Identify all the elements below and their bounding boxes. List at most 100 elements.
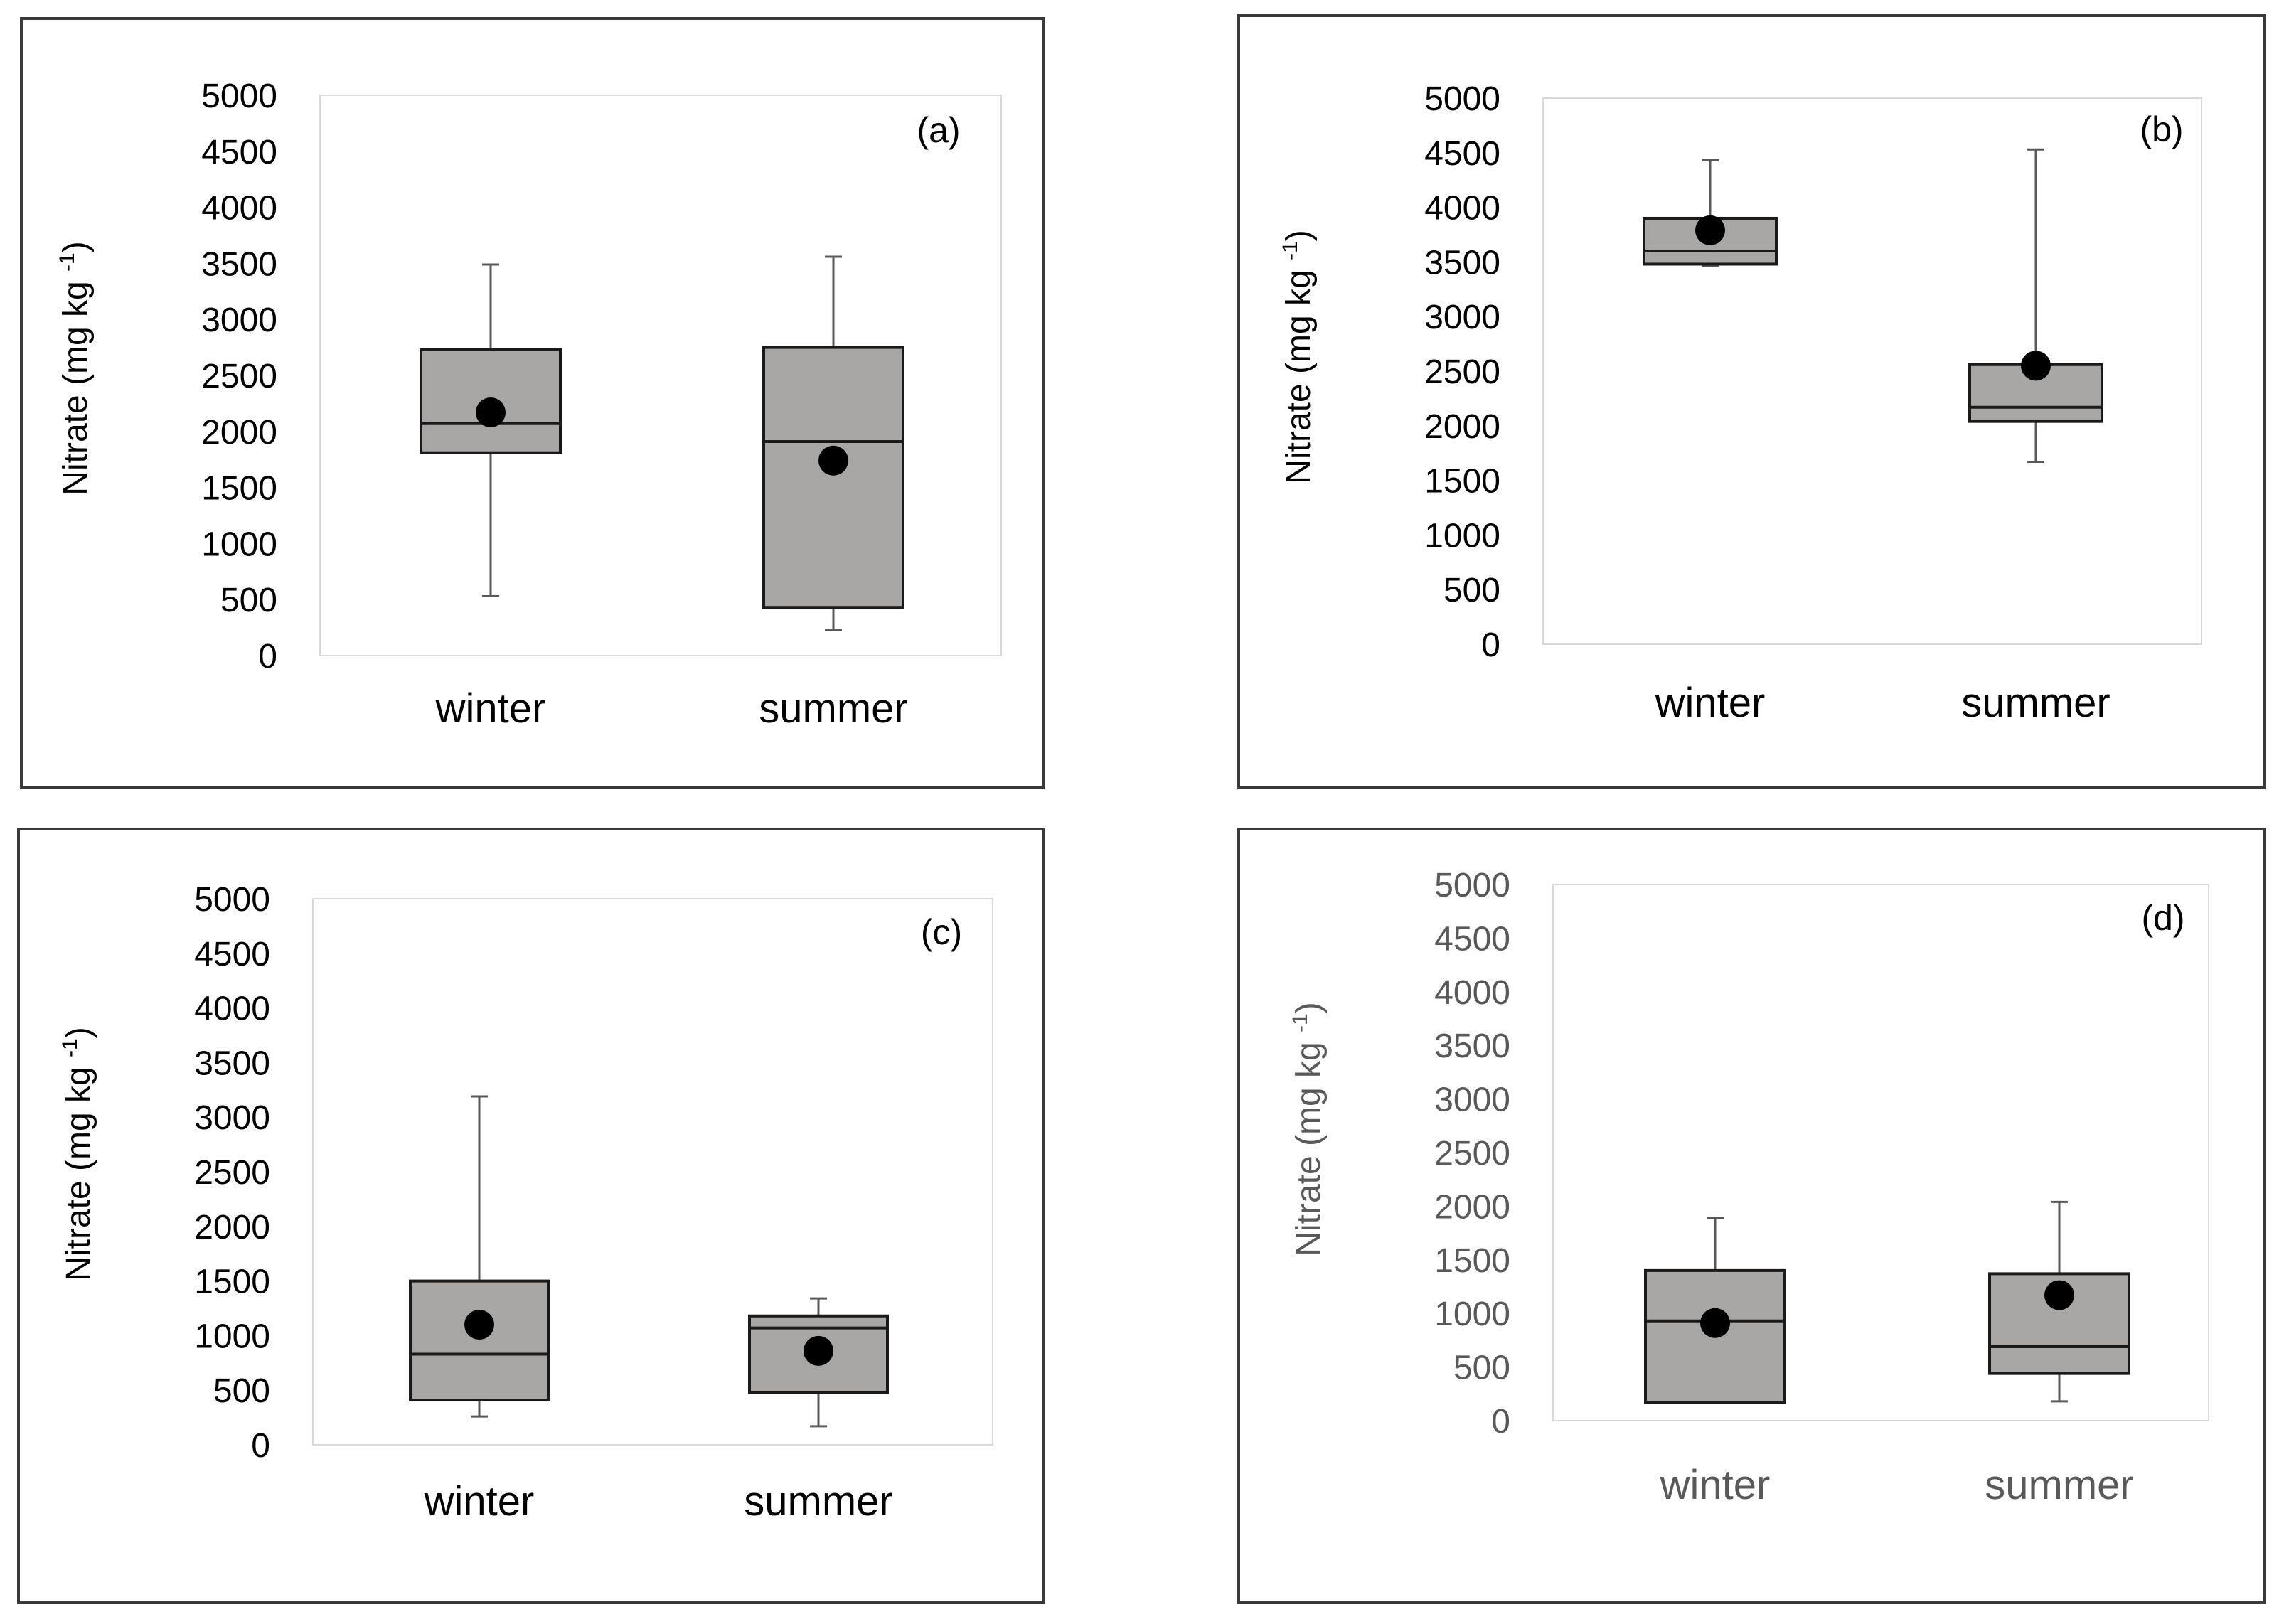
chart-svg: 0 500 1000 1500 2000 2500 3000 3500 4000 4500 5000… <box>55 78 1002 732</box>
x-category-label: summer <box>1961 680 2110 726</box>
y-tick-label: 3500 <box>1424 244 1500 282</box>
y-tick-label: 1000 <box>201 525 277 563</box>
y-axis-label-close: ) <box>1290 1002 1328 1013</box>
mean-marker <box>1700 1308 1730 1338</box>
x-category-label: winter <box>1655 680 1766 726</box>
chart-svg: 0 500 1000 1500 2000 2500 3000 3500 4000 4500 5000… <box>58 881 993 1524</box>
mean-marker <box>818 445 848 476</box>
y-tick-label: 2500 <box>194 1154 270 1192</box>
y-axis-label: Nitrate (mg kg -1) <box>1279 230 1318 484</box>
chart-panel-b: 0 500 1000 1500 2000 2500 3000 3500 4000 4500 5000… <box>1237 14 2266 789</box>
mean-marker <box>804 1335 833 1366</box>
mean-marker <box>476 397 506 428</box>
plot-area <box>1542 97 2202 645</box>
y-tick-label: 2500 <box>1434 1135 1510 1172</box>
box-summer <box>1988 1200 2130 1403</box>
y-tick-label: 1000 <box>1434 1296 1510 1333</box>
chart-panel-c: 0 500 1000 1500 2000 2500 3000 3500 4000 4500 5000… <box>17 828 1045 1604</box>
y-axis-label-main: Nitrate (mg kg <box>1290 1032 1328 1256</box>
y-tick-label: 3000 <box>194 1099 270 1137</box>
x-category-label: summer <box>1985 1462 2133 1508</box>
y-axis-label-superscript: -1 <box>58 1038 82 1057</box>
y-axis-label-main: Nitrate (mg kg <box>1280 260 1318 484</box>
y-axis-label-main: Nitrate (mg kg <box>57 272 95 496</box>
y-tick-label: 2000 <box>1424 408 1500 446</box>
y-tick-label: 5000 <box>1434 867 1510 904</box>
y-tick-label: 3000 <box>1434 1081 1510 1119</box>
y-tick-label: 5000 <box>194 881 270 919</box>
box-winter <box>409 1095 550 1418</box>
chart-panel-a: 0 500 1000 1500 2000 2500 3000 3500 4000 4500 5000… <box>20 17 1045 789</box>
mean-marker <box>2044 1280 2074 1310</box>
chart-svg: 0 500 1000 1500 2000 2500 3000 3500 4000 4500 5000… <box>1279 80 2202 726</box>
panel-label: (d) <box>2141 898 2184 938</box>
y-tick-label: 4500 <box>194 936 270 973</box>
mean-marker <box>1695 215 1725 245</box>
y-axis-label-close: ) <box>1280 230 1318 241</box>
y-tick-label: 1500 <box>194 1264 270 1301</box>
y-tick-label: 3000 <box>201 301 277 339</box>
y-tick-label: 500 <box>1443 572 1500 609</box>
y-tick-label: 500 <box>213 1372 270 1410</box>
y-tick-label: 1500 <box>1434 1242 1510 1280</box>
x-category-label: winter <box>1660 1462 1771 1508</box>
iqr-box <box>762 346 904 609</box>
y-tick-label: 3000 <box>1424 299 1500 336</box>
y-axis-label-superscript: -1 <box>55 252 79 272</box>
y-axis-label-main: Nitrate (mg kg <box>60 1057 97 1281</box>
y-tick-label: 500 <box>220 582 277 619</box>
x-category-label: summer <box>759 685 907 732</box>
panel-label: (a) <box>917 110 960 150</box>
y-tick-label: 0 <box>258 638 277 675</box>
chart-svg: 0 500 1000 1500 2000 2500 3000 3500 4000 4500 5000… <box>1288 867 2209 1508</box>
y-axis-label-superscript: -1 <box>1279 241 1302 260</box>
y-tick-label: 4000 <box>194 990 270 1028</box>
x-category-label: summer <box>744 1478 892 1524</box>
y-tick-label: 4500 <box>1434 920 1510 958</box>
y-tick-label: 4000 <box>1424 190 1500 228</box>
iqr-box <box>409 1279 550 1402</box>
box-summer <box>748 1297 889 1428</box>
box-winter <box>1644 1217 1786 1404</box>
y-tick-label: 2000 <box>194 1209 270 1246</box>
chart-panel-d: 0 500 1000 1500 2000 2500 3000 3500 4000 4500 5000… <box>1237 828 2266 1604</box>
plot-area <box>312 898 993 1446</box>
y-tick-label: 4000 <box>201 190 277 228</box>
y-tick-label: 0 <box>1481 626 1500 664</box>
y-tick-label: 0 <box>1491 1403 1510 1441</box>
y-tick-label: 5000 <box>1424 80 1500 118</box>
panel-label: (c) <box>921 912 962 952</box>
mean-marker <box>2021 351 2051 381</box>
y-tick-label: 500 <box>1453 1350 1510 1387</box>
y-tick-label: 2000 <box>201 414 277 452</box>
y-axis-label-superscript: -1 <box>1288 1013 1312 1032</box>
plot-area <box>1552 884 2209 1421</box>
y-tick-label: 2500 <box>201 358 277 395</box>
y-axis-label: Nitrate (mg kg -1) <box>55 241 95 495</box>
y-tick-label: 3500 <box>1434 1027 1510 1065</box>
y-tick-label: 0 <box>251 1427 270 1465</box>
y-axis-label-close: ) <box>57 241 95 252</box>
x-category-label: winter <box>424 1478 535 1524</box>
plot-area <box>319 95 1002 656</box>
y-tick-label: 2000 <box>1434 1188 1510 1226</box>
box-summer <box>1968 148 2103 463</box>
y-tick-label: 5000 <box>201 78 277 115</box>
y-tick-label: 1000 <box>194 1318 270 1355</box>
mean-marker <box>464 1310 494 1340</box>
y-axis-label: Nitrate (mg kg -1) <box>1288 1002 1328 1256</box>
x-category-label: winter <box>435 685 546 732</box>
y-tick-label: 3500 <box>201 245 277 283</box>
panel-label: (b) <box>2140 109 2183 149</box>
y-tick-label: 2500 <box>1424 353 1500 391</box>
y-axis-label: Nitrate (mg kg -1) <box>58 1027 97 1281</box>
y-tick-label: 1500 <box>201 470 277 508</box>
y-tick-label: 4500 <box>1424 135 1500 173</box>
y-tick-label: 4500 <box>201 134 277 171</box>
box-winter <box>420 263 562 597</box>
y-tick-label: 1500 <box>1424 463 1500 501</box>
y-axis-label-close: ) <box>60 1027 97 1038</box>
y-tick-label: 1000 <box>1424 517 1500 555</box>
box-summer <box>762 255 904 631</box>
y-tick-label: 3500 <box>194 1045 270 1082</box>
